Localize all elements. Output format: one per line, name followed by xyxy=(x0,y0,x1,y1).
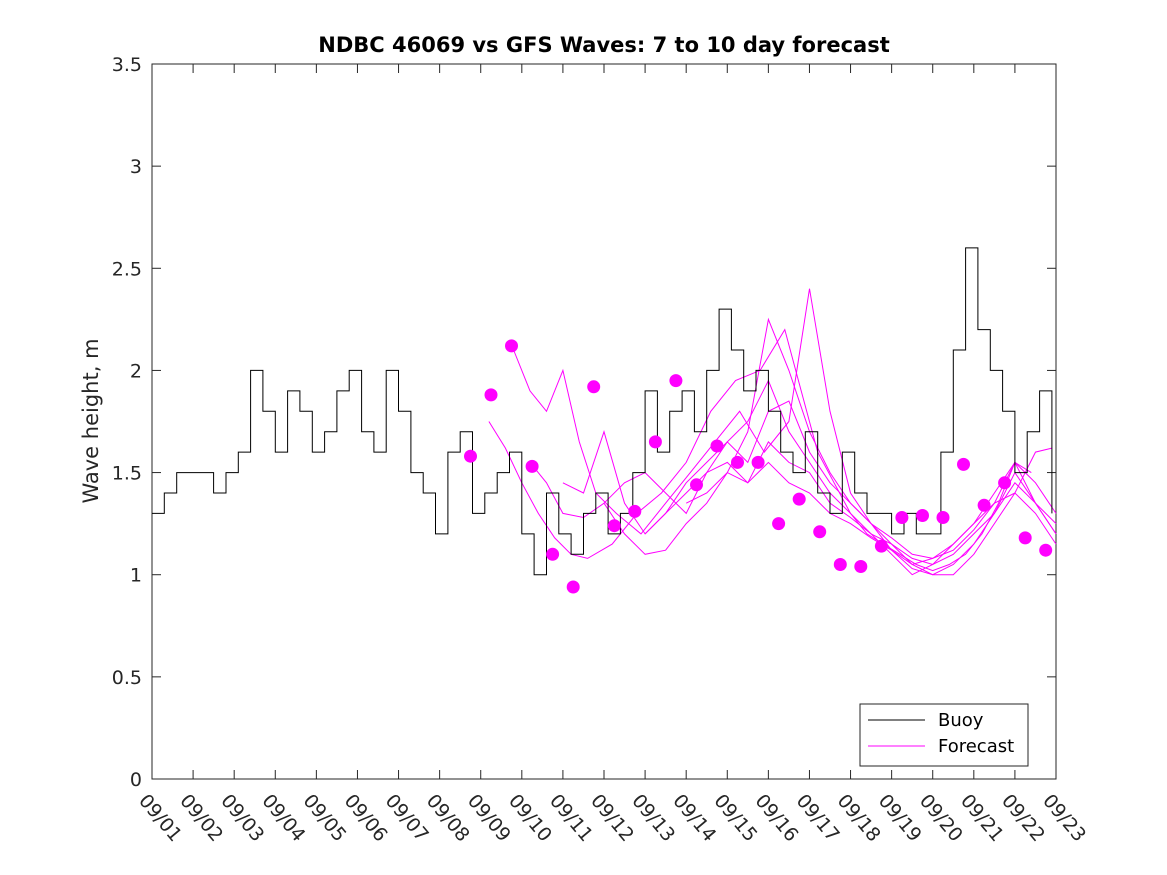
forecast-point xyxy=(998,476,1012,490)
forecast-point xyxy=(525,459,539,473)
chart-title: NDBC 46069 vs GFS Waves: 7 to 10 day for… xyxy=(318,33,889,57)
forecast-point xyxy=(669,374,683,388)
forecast-run-line-5 xyxy=(603,400,1057,559)
y-tick-label: 1.5 xyxy=(112,463,142,485)
forecast-point xyxy=(936,511,950,524)
forecast-point xyxy=(505,339,518,353)
forecast-point xyxy=(566,580,580,594)
forecast-run-line-2 xyxy=(513,288,1053,576)
forecast-point xyxy=(833,558,847,571)
legend-buoy-label: Buoy xyxy=(938,710,984,731)
legend-forecast-label: Forecast xyxy=(938,736,1014,757)
forecast-point xyxy=(731,455,744,469)
forecast-point xyxy=(854,560,868,573)
y-axis-label: Wave height, m xyxy=(79,338,103,503)
series-layer xyxy=(152,247,1057,576)
y-tick-label: 1 xyxy=(130,565,142,587)
forecast-run-line-3 xyxy=(529,317,1057,576)
forecast-points xyxy=(464,339,1053,594)
forecast-point xyxy=(484,388,498,402)
legend: Buoy Forecast xyxy=(859,703,1029,767)
y-tick-label: 0.5 xyxy=(112,667,142,689)
forecast-point xyxy=(1039,543,1053,557)
forecast-point xyxy=(792,492,806,506)
forecast-point xyxy=(772,517,786,531)
forecast-run-line-1 xyxy=(488,328,1032,572)
forecast-point xyxy=(546,547,560,561)
forecast-point xyxy=(628,504,642,518)
forecast-point xyxy=(648,435,662,449)
forecast-point xyxy=(874,539,888,553)
forecast-run-line-7 xyxy=(685,461,1057,566)
forecast-point xyxy=(916,509,929,522)
axes-box xyxy=(151,63,1057,780)
buoy-series-line xyxy=(152,247,1053,576)
forecast-point xyxy=(710,439,724,453)
forecast-point xyxy=(751,455,765,469)
forecast-point xyxy=(957,457,970,471)
forecast-point xyxy=(977,498,991,512)
forecast-point xyxy=(690,478,703,492)
forecast-point xyxy=(464,449,477,463)
legend-box xyxy=(859,703,1029,767)
y-tick-label: 2 xyxy=(130,360,142,382)
forecast-point xyxy=(1018,531,1032,545)
forecast-point xyxy=(587,380,601,394)
forecast-run-line-6 xyxy=(644,441,1057,566)
y-axis: 0 0.5 1 1.5 2 2.5 3 3.5 xyxy=(112,54,1056,791)
y-tick-label: 3.5 xyxy=(112,54,142,76)
y-tick-label: 2.5 xyxy=(112,258,142,280)
y-tick-label: 3 xyxy=(130,156,142,178)
forecast-point xyxy=(607,519,621,533)
y-tick-label: 0 xyxy=(130,769,142,791)
forecast-point xyxy=(813,525,827,539)
forecast-point xyxy=(895,511,909,524)
